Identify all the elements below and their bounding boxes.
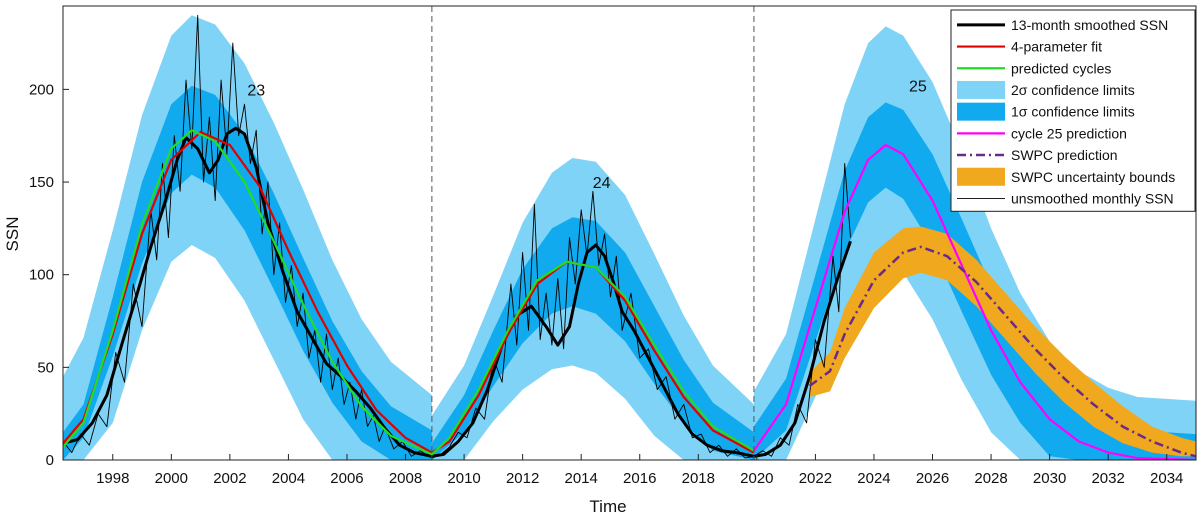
legend-swatch-1-confidence-limits — [957, 102, 1005, 121]
x-tick-label: 2030 — [1033, 470, 1066, 487]
y-tick-label: 50 — [37, 359, 54, 376]
x-tick-label: 2028 — [974, 470, 1007, 487]
legend-swatch-swpc-uncertainty-bounds — [957, 167, 1005, 186]
y-tick-label: 150 — [29, 174, 54, 191]
y-tick-label: 200 — [29, 81, 54, 98]
swpc-uncertainty-bounds — [809, 226, 1196, 457]
x-axis-ticks: 1998 2000 2002 2004 2006 2008 2010 2012 2014 2016… — [96, 454, 1183, 487]
x-tick-label: 2022 — [799, 470, 832, 487]
y-axis-ticks: 0 50 100 150 200 — [29, 81, 69, 469]
x-tick-label: 2014 — [565, 470, 598, 487]
x-tick-label: 2010 — [447, 470, 480, 487]
x-tick-label: 2018 — [682, 470, 715, 487]
legend-label-predicted-cycles: predicted cycles — [1011, 60, 1111, 76]
x-tick-label: 1998 — [96, 470, 129, 487]
legend-label-swpc-prediction: SWPC prediction — [1011, 147, 1118, 163]
x-tick-label: 2006 — [330, 470, 363, 487]
cycle-labels: 23 24 25 — [247, 79, 927, 192]
legend-label-1-confidence-limits: 1σ confidence limits — [1011, 104, 1135, 120]
x-tick-label: 2034 — [1150, 470, 1183, 487]
legend-label-unsmoothed-monthly-ssn: unsmoothed monthly SSN — [1011, 190, 1174, 206]
y-tick-label: 100 — [29, 267, 54, 284]
y-tick-label: 0 — [46, 452, 54, 469]
legend-label-swpc-uncertainty-bounds: SWPC uncertainty bounds — [1011, 169, 1175, 185]
x-tick-label: 2032 — [1091, 470, 1124, 487]
x-tick-label: 2020 — [740, 470, 773, 487]
plot-border — [62, 5, 1197, 461]
cycle-25-prediction-line — [752, 143, 1197, 460]
x-tick-label: 2024 — [857, 470, 890, 487]
predicted-cycles-line — [63, 129, 755, 456]
y-axis-label: SSN — [3, 217, 22, 252]
x-tick-label: 2002 — [213, 470, 246, 487]
cycle-label-24: 24 — [593, 175, 611, 192]
legend-label-13-month-smoothed-ssn: 13-month smoothed SSN — [1011, 17, 1168, 33]
cycle-label-23: 23 — [247, 82, 265, 99]
x-tick-label: 2026 — [916, 470, 949, 487]
x-tick-label: 2012 — [506, 470, 539, 487]
legend-label-cycle-25-prediction: cycle 25 prediction — [1011, 125, 1127, 141]
legend-label-2-confidence-limits: 2σ confidence limits — [1011, 82, 1135, 98]
series-lines — [63, 14, 1197, 460]
legend-label-4-parameter-fit: 4-parameter fit — [1011, 39, 1102, 55]
x-axis-label: Time — [589, 497, 626, 516]
legend: 13-month smoothed SSN 4-parameter fit pred… — [950, 9, 1196, 212]
legend-swatch-2-confidence-limits — [957, 80, 1005, 99]
4-parameter-fit-line — [63, 130, 755, 454]
cycle-label-25: 25 — [909, 79, 927, 96]
cycle-boundaries — [431, 6, 755, 460]
cycle-24-1sigma-band — [431, 217, 754, 460]
x-tick-label: 2004 — [272, 470, 305, 487]
13-month-smoothed-ssn-line — [63, 126, 852, 458]
x-tick-label: 2016 — [623, 470, 656, 487]
x-tick-label: 2000 — [155, 470, 188, 487]
x-tick-label: 2008 — [389, 470, 422, 487]
swpc-prediction-line — [808, 245, 1197, 458]
